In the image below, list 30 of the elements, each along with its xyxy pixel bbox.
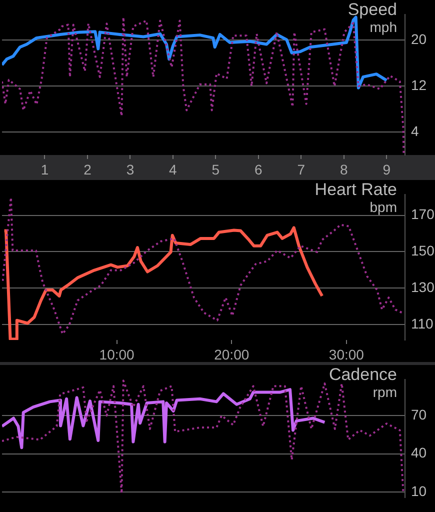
x-tick-label: 5 (212, 161, 220, 178)
x-tick-label: 10:00 (99, 346, 135, 362)
y-tick-label: 150 (411, 242, 435, 259)
chart-title: Speed (348, 0, 397, 19)
y-tick-label: 130 (411, 278, 435, 295)
y-tick-label: 70 (411, 406, 427, 422)
y-tick-label: 110 (411, 315, 434, 332)
x-tick-label: 6 (254, 161, 263, 178)
chart-subtitle: rpm (372, 384, 397, 400)
chart-subtitle: mph (370, 19, 397, 35)
chart-title: Cadence (328, 365, 397, 384)
x-tick-label: 20:00 (214, 346, 250, 362)
y-tick-label: 40 (411, 444, 427, 461)
x-tick-label: 3 (126, 161, 134, 178)
x-tick-label: 8 (340, 161, 348, 178)
y-tick-label: 4 (411, 122, 419, 139)
x-tick-label: 2 (84, 161, 92, 178)
line-series (2, 196, 404, 335)
chart-title: Heart Rate (314, 180, 397, 199)
y-tick-label: 12 (411, 76, 427, 93)
x-tick-label: 30:00 (328, 346, 364, 362)
line-series (2, 380, 404, 494)
chart-subtitle: bpm (370, 199, 397, 215)
x-tick-label: 7 (297, 161, 306, 178)
x-tick-label: 9 (382, 161, 391, 178)
y-tick-label: 10 (411, 482, 427, 499)
x-tick-label: 4 (169, 161, 178, 178)
x-tick-label: 1 (40, 161, 49, 178)
y-tick-label: 170 (411, 206, 435, 222)
y-tick-label: 20 (411, 31, 427, 48)
